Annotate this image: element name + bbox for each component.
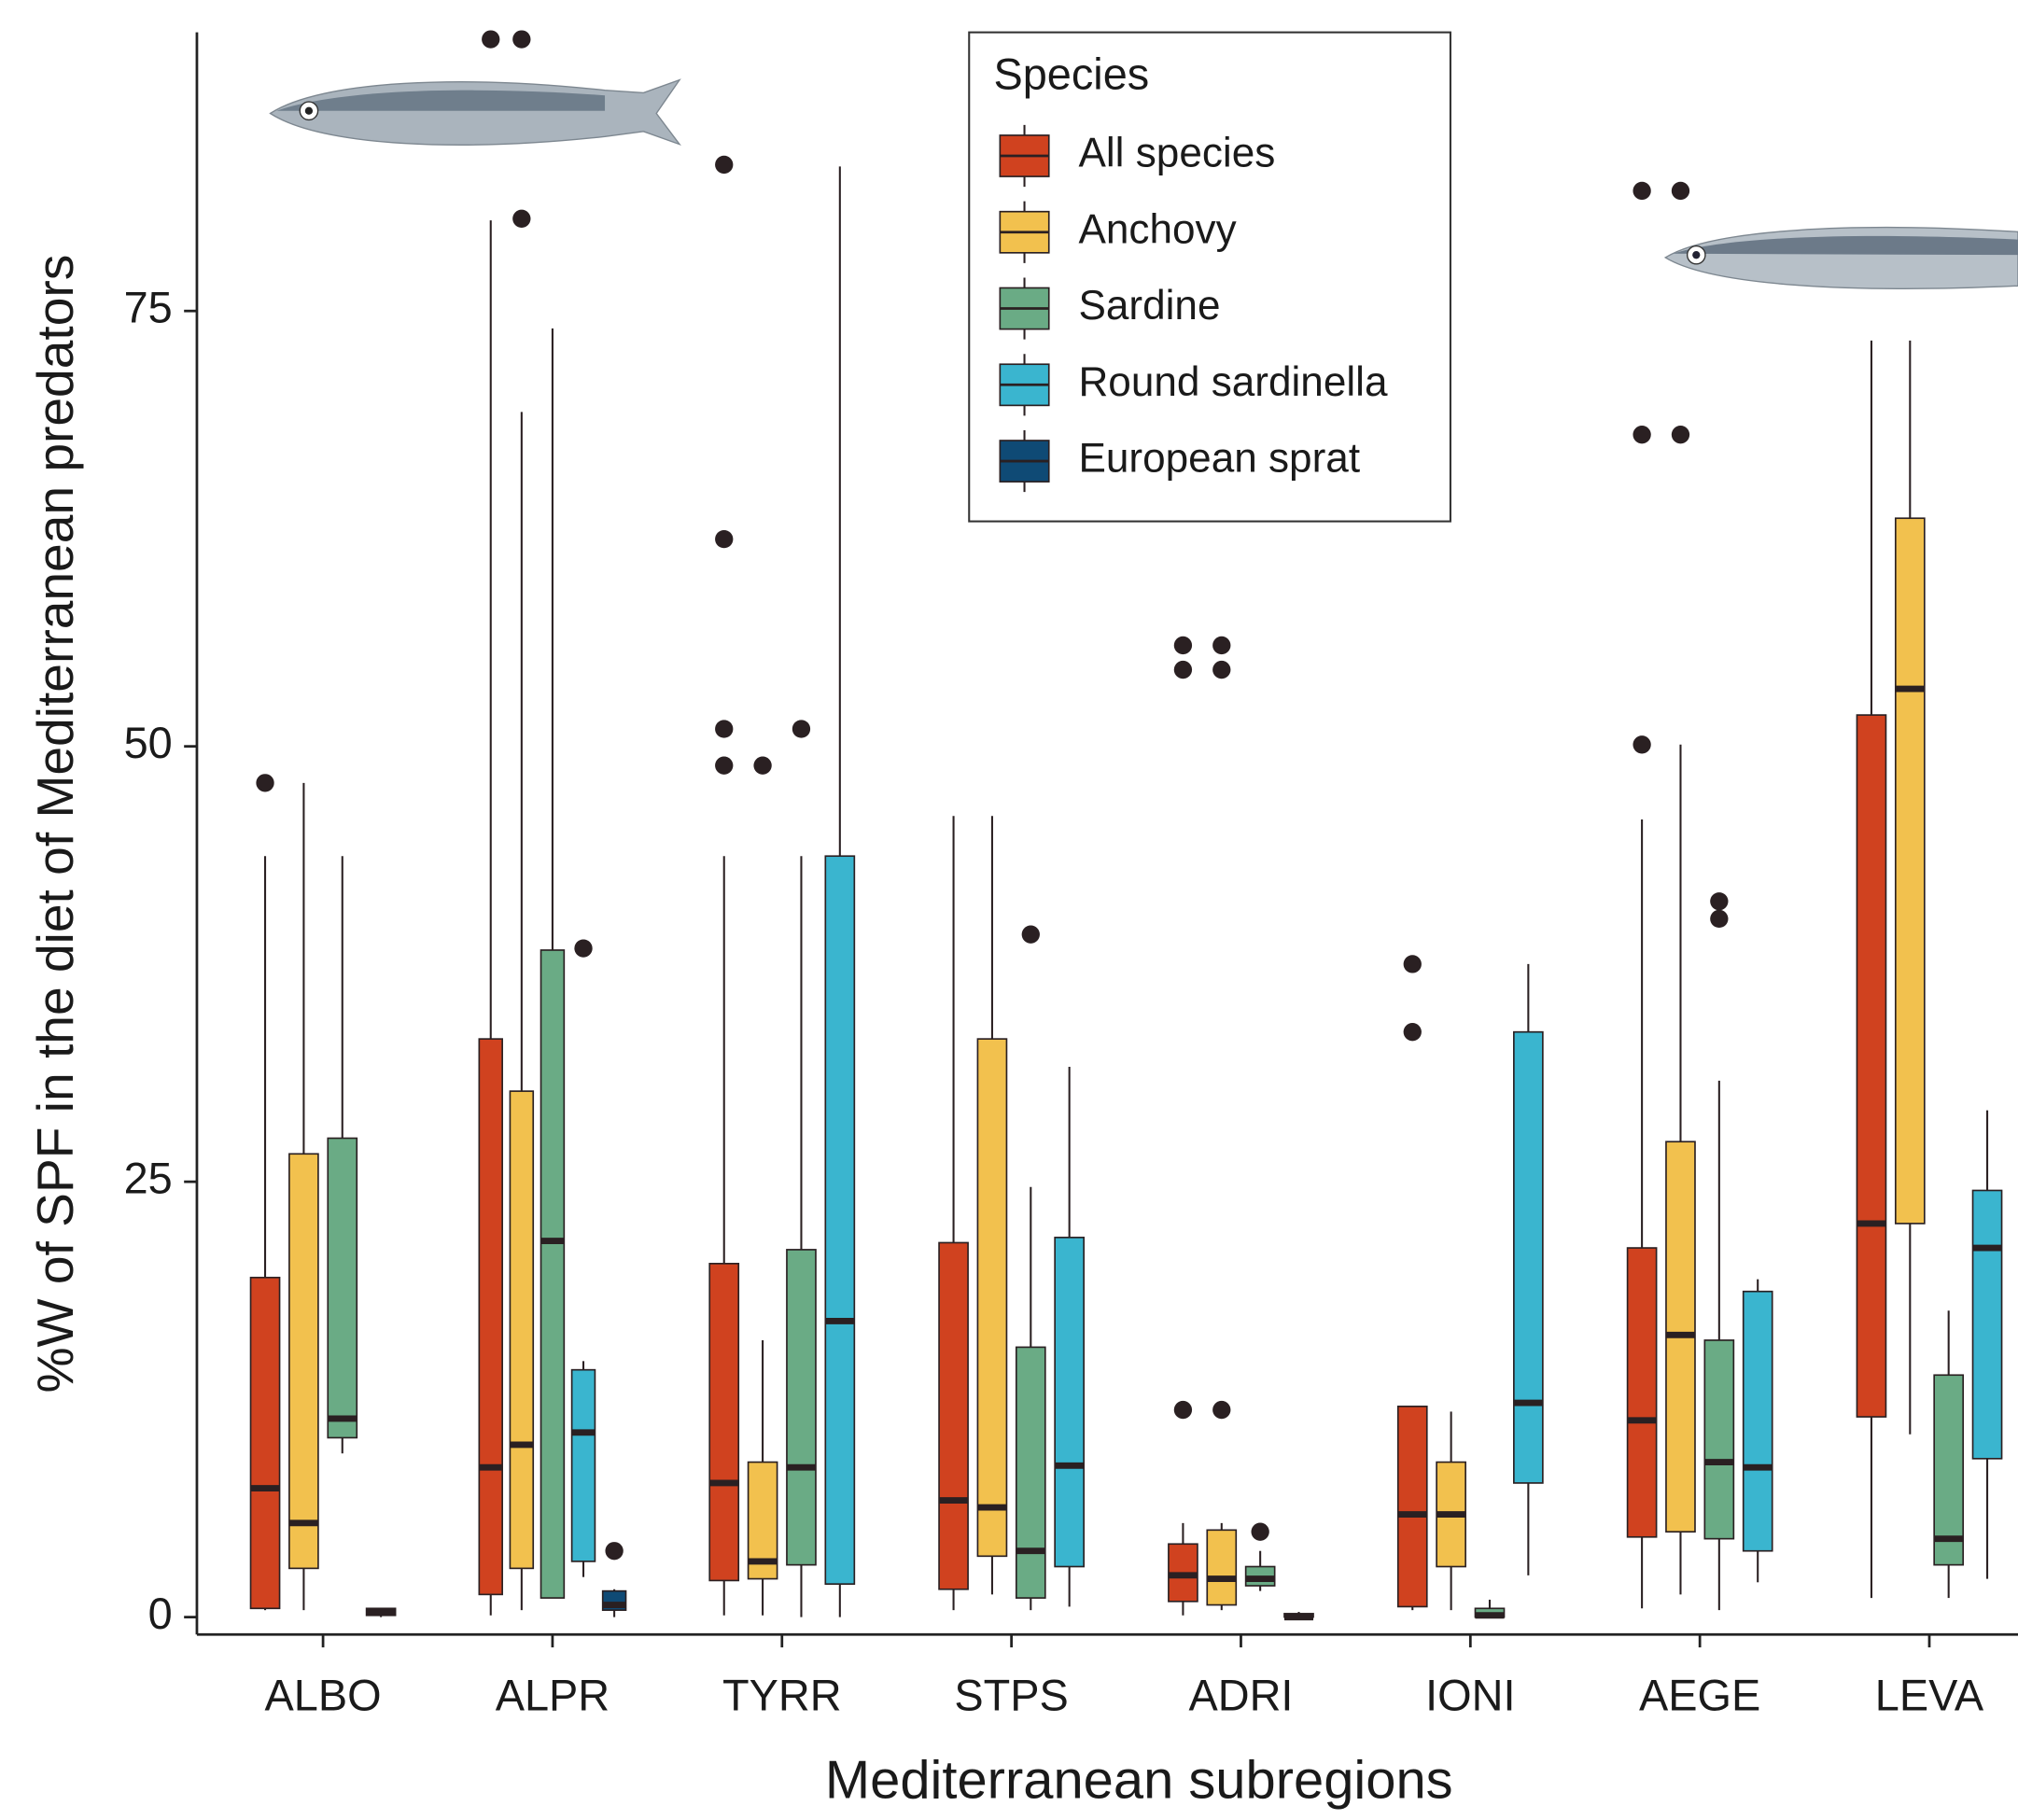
x-tick-label: AEGE <box>1639 1672 1760 1720</box>
box <box>1703 1339 1735 1540</box>
legend-label: Round sardinella <box>1078 359 1388 405</box>
x-tick-label: STPS <box>954 1672 1068 1720</box>
outlier <box>1212 1400 1231 1420</box>
legend-label: European sprat <box>1078 436 1360 482</box>
box <box>708 1263 740 1582</box>
box <box>976 1038 1008 1558</box>
y-tick-label: 75 <box>124 284 173 332</box>
box <box>478 1038 503 1596</box>
legend-title: Species <box>993 49 1149 98</box>
box <box>1933 1374 1965 1566</box>
y-tick-label: 50 <box>124 719 173 767</box>
legend: Species All species Anchovy Sardine Round s… <box>968 31 1451 523</box>
outlier <box>1710 892 1729 911</box>
outlier <box>574 939 593 958</box>
x-axis-title: Mediterranean subregions <box>825 1751 1453 1811</box>
box <box>1626 1247 1658 1538</box>
box <box>540 949 566 1599</box>
box <box>824 855 856 1585</box>
x-tick-label: LEVA <box>1875 1672 1984 1720</box>
fish-sardine <box>269 78 681 147</box>
outlier <box>1710 909 1729 929</box>
box <box>327 1137 358 1439</box>
outlier <box>1671 181 1690 201</box>
box <box>1856 714 1887 1418</box>
outlier <box>605 1542 624 1561</box>
outlier <box>512 30 531 49</box>
box <box>1513 1030 1544 1484</box>
box <box>288 1153 319 1570</box>
outlier <box>1671 426 1690 444</box>
outlier <box>715 529 734 549</box>
outlier <box>1173 636 1193 655</box>
box <box>786 1249 817 1566</box>
box <box>938 1241 969 1590</box>
outlier <box>792 720 811 738</box>
x-tick-label: ALPR <box>496 1672 610 1720</box>
outlier <box>1633 426 1651 444</box>
outlier <box>482 30 500 49</box>
outlier <box>256 774 274 792</box>
outlier <box>1633 181 1651 201</box>
x-tick-label: ADRI <box>1188 1672 1293 1720</box>
outlier <box>715 155 734 175</box>
box <box>1971 1189 2003 1460</box>
outlier <box>1251 1522 1269 1541</box>
legend-label: Sardine <box>1078 283 1220 329</box>
outlier <box>1633 735 1651 754</box>
box <box>1396 1406 1428 1608</box>
outlier <box>1212 636 1231 655</box>
outlier <box>1403 955 1422 973</box>
box <box>1742 1290 1773 1552</box>
legend-label: Anchovy <box>1078 206 1236 252</box>
y-axis-title: %W of SPF in the diet of Mediterranean p… <box>26 255 84 1393</box>
x-tick-label: IONI <box>1425 1672 1515 1720</box>
outlier <box>1212 660 1231 679</box>
box <box>509 1090 535 1570</box>
outlier <box>1403 1023 1422 1042</box>
outlier <box>512 209 531 228</box>
box <box>1206 1529 1238 1606</box>
fish-anchovy <box>1663 227 2018 289</box>
box <box>1054 1237 1086 1568</box>
outlier <box>1173 660 1193 679</box>
x-tick-label: TYRR <box>722 1672 842 1720</box>
outlier <box>753 756 772 775</box>
outlier <box>1173 1400 1193 1420</box>
box <box>570 1368 596 1562</box>
y-tick-label: 25 <box>124 1155 173 1203</box>
legend-label: All species <box>1078 131 1275 176</box>
outlier <box>1021 925 1040 944</box>
outlier <box>715 720 734 738</box>
x-tick-label: ALBO <box>265 1672 382 1720</box>
box <box>1015 1346 1046 1599</box>
box <box>249 1276 281 1610</box>
box <box>1894 517 1926 1225</box>
outlier <box>715 756 734 775</box>
y-tick-label: 0 <box>148 1589 173 1638</box>
